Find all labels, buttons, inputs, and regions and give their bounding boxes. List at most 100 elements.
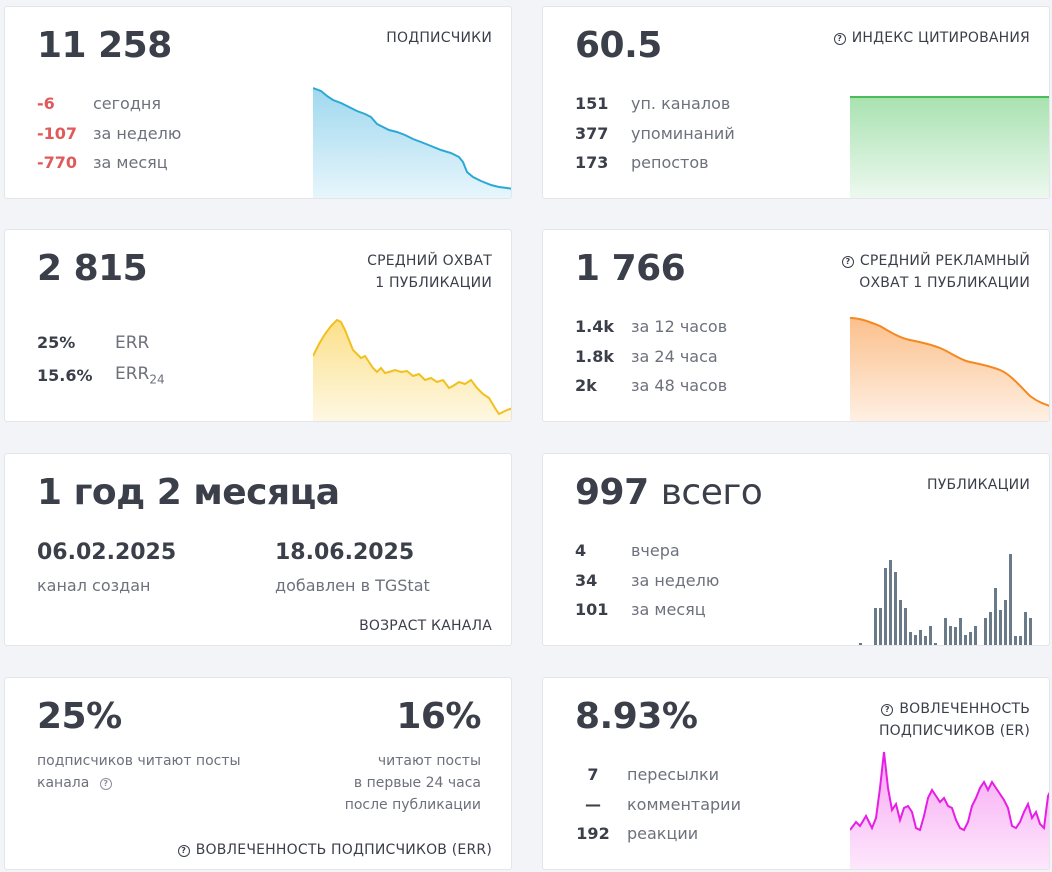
ad-reach-sparkline[interactable] <box>850 316 1050 422</box>
channel-age-caption[interactable]: ВОЗРАСТ КАНАЛА <box>359 618 492 634</box>
err-left-label: подписчиков читают посты канала ? <box>37 750 241 794</box>
citation-stats: 151 уп. каналов 377 упоминаний 173 репостов <box>575 89 735 178</box>
er-sparkline[interactable] <box>850 748 1050 870</box>
ad-reach-card: 1 766 ? СРЕДНИЙ РЕКЛАМНЫЙ ОХВАТ 1 ПУБЛИКАЦ… <box>542 229 1050 422</box>
reach-card: 2 815 СРЕДНИЙ ОХВАТ 1 ПУБЛИКАЦИИ 25% ERR 1… <box>4 229 512 422</box>
stat-label: упоминаний <box>631 123 735 143</box>
stat-row: -107 за неделю <box>37 119 181 149</box>
stat-label: за 12 часов <box>631 317 728 337</box>
stat-label: пересылки <box>627 765 720 785</box>
stat-label: репостов <box>631 153 709 173</box>
stat-value: 101 <box>575 600 609 620</box>
question-circle-icon[interactable]: ? <box>841 256 854 268</box>
stat-row: 25% ERR <box>37 326 165 359</box>
stat-label: за месяц <box>93 153 168 173</box>
stat-label: за неделю <box>93 123 182 143</box>
subscribers-card: 11 258 ПОДПИСЧИКИ -6 сегодня -107 за недел… <box>4 6 512 199</box>
subscribers-sparkline[interactable] <box>313 85 512 199</box>
ad-reach-value: 1 766 <box>575 248 686 289</box>
stat-value: 7 <box>587 765 599 785</box>
stat-row: 151 уп. каналов <box>575 89 735 119</box>
err-left-label-line: канала <box>37 775 90 791</box>
err-right-label-line: в первые 24 часа <box>353 775 481 791</box>
er-caption-line: ВОВЛЕЧЕННОСТЬ <box>899 701 1030 717</box>
citation-caption-text: ИНДЕКС ЦИТИРОВАНИЯ <box>851 30 1030 46</box>
subscribers-stats: -6 сегодня -107 за неделю -770 за месяц <box>37 89 181 178</box>
stat-label: уп. каналов <box>631 94 731 114</box>
stat-row: 173 репостов <box>575 148 735 178</box>
reach-caption-line: 1 ПУБЛИКАЦИИ <box>375 275 492 291</box>
stat-label: за месяц <box>631 600 706 620</box>
stat-value: 1.4k <box>575 317 614 337</box>
stat-value: 25% <box>37 333 76 352</box>
subscribers-count: 11 258 <box>37 25 172 66</box>
average-reach-value: 2 815 <box>37 248 148 289</box>
stat-label: реакции <box>627 824 699 844</box>
stat-row: 2k за 48 часов <box>575 371 727 401</box>
er-value: 8.93% <box>575 696 698 737</box>
reach-caption-line: СРЕДНИЙ ОХВАТ <box>367 253 492 269</box>
stat-value: — <box>585 794 601 814</box>
stat-row: 34 за неделю <box>575 566 719 596</box>
citation-caption[interactable]: ? ИНДЕКС ЦИТИРОВАНИЯ <box>833 27 1030 49</box>
stat-row: — комментарии <box>575 790 741 820</box>
question-circle-icon[interactable]: ? <box>833 33 846 45</box>
stat-value: 34 <box>575 570 598 590</box>
stat-value: -107 <box>37 123 78 143</box>
err-right-label-line: после публикации <box>344 797 481 813</box>
publications-stats: 4 вчера 34 за неделю 101 за месяц <box>575 536 719 625</box>
stat-value: 377 <box>575 123 609 143</box>
stat-value: -6 <box>37 94 55 114</box>
err-right-label: читают посты в первые 24 часа после публ… <box>345 750 481 816</box>
er-caption[interactable]: ? ВОВЛЕЧЕННОСТЬ ПОДПИСЧИКОВ (ER) <box>879 698 1030 742</box>
citation-sparkline[interactable] <box>850 93 1050 199</box>
stat-value: 15.6% <box>37 366 93 385</box>
err-left-label-line: подписчиков читают посты <box>37 753 241 769</box>
created-date: 06.02.2025 <box>37 540 177 565</box>
stat-value: 192 <box>576 824 610 844</box>
stat-label-text: ERR <box>115 364 150 385</box>
ad-reach-stats: 1.4k за 12 часов 1.8k за 24 часа 2k за 48 ч… <box>575 312 727 401</box>
stat-value: 1.8k <box>575 346 614 366</box>
err-left-value: 25% <box>37 696 122 737</box>
citation-card: 60.5 ? ИНДЕКС ЦИТИРОВАНИЯ 151 уп. каналов … <box>542 6 1050 199</box>
stat-row: 4 вчера <box>575 536 719 566</box>
er-card: 8.93% ? ВОВЛЕЧЕННОСТЬ ПОДПИСЧИКОВ (ER) 7 пе… <box>542 677 1050 870</box>
err-caption[interactable]: ? ВОВЛЕЧЕННОСТЬ ПОДПИСЧИКОВ (ERR) <box>177 839 492 861</box>
stat-value: 151 <box>575 94 609 114</box>
stat-label: за 48 часов <box>631 376 728 396</box>
stat-label: за неделю <box>631 570 720 590</box>
channel-age-value: 1 год 2 месяца <box>37 472 340 513</box>
err-card: 25% подписчиков читают посты канала ? 16… <box>4 677 512 870</box>
stat-row: 377 упоминаний <box>575 119 735 149</box>
stat-label: комментарии <box>627 794 741 814</box>
stat-row: 7 пересылки <box>575 760 741 790</box>
question-circle-icon[interactable]: ? <box>881 704 894 716</box>
stat-label: сегодня <box>93 94 161 114</box>
stat-value: 4 <box>575 541 587 561</box>
stat-row: 1.4k за 12 часов <box>575 312 727 342</box>
stat-label-subscript: 24 <box>149 372 165 387</box>
err-right-value: 16% <box>396 696 481 737</box>
er-caption-line: ПОДПИСЧИКОВ (ER) <box>878 723 1030 739</box>
publications-caption[interactable]: ПУБЛИКАЦИИ <box>927 477 1030 493</box>
subscribers-caption[interactable]: ПОДПИСЧИКИ <box>386 30 492 46</box>
reach-sparkline[interactable] <box>313 316 512 422</box>
publications-total: 997 всего <box>575 472 763 513</box>
publications-bar-chart[interactable] <box>859 546 1049 646</box>
question-circle-icon[interactable]: ? <box>99 778 112 790</box>
stat-row: -770 за месяц <box>37 148 181 178</box>
added-date: 18.06.2025 <box>275 540 415 565</box>
ad-reach-caption[interactable]: ? СРЕДНИЙ РЕКЛАМНЫЙ ОХВАТ 1 ПУБЛИКАЦИИ <box>841 250 1030 294</box>
stat-label: за 24 часа <box>631 346 718 366</box>
err-caption-text: ВОВЛЕЧЕННОСТЬ ПОДПИСЧИКОВ (ERR) <box>195 842 492 858</box>
stat-row: 192 реакции <box>575 819 741 849</box>
publications-total-number: 997 <box>575 472 649 513</box>
stat-label: ERR <box>115 332 150 353</box>
reach-caption[interactable]: СРЕДНИЙ ОХВАТ 1 ПУБЛИКАЦИИ <box>367 250 492 294</box>
added-label: добавлен в TGStat <box>275 576 430 595</box>
err-right-label-line: читают посты <box>377 753 481 769</box>
ad-reach-caption-line: ОХВАТ 1 ПУБЛИКАЦИИ <box>859 275 1030 291</box>
question-circle-icon[interactable]: ? <box>177 845 190 857</box>
created-label: канал создан <box>37 576 151 595</box>
